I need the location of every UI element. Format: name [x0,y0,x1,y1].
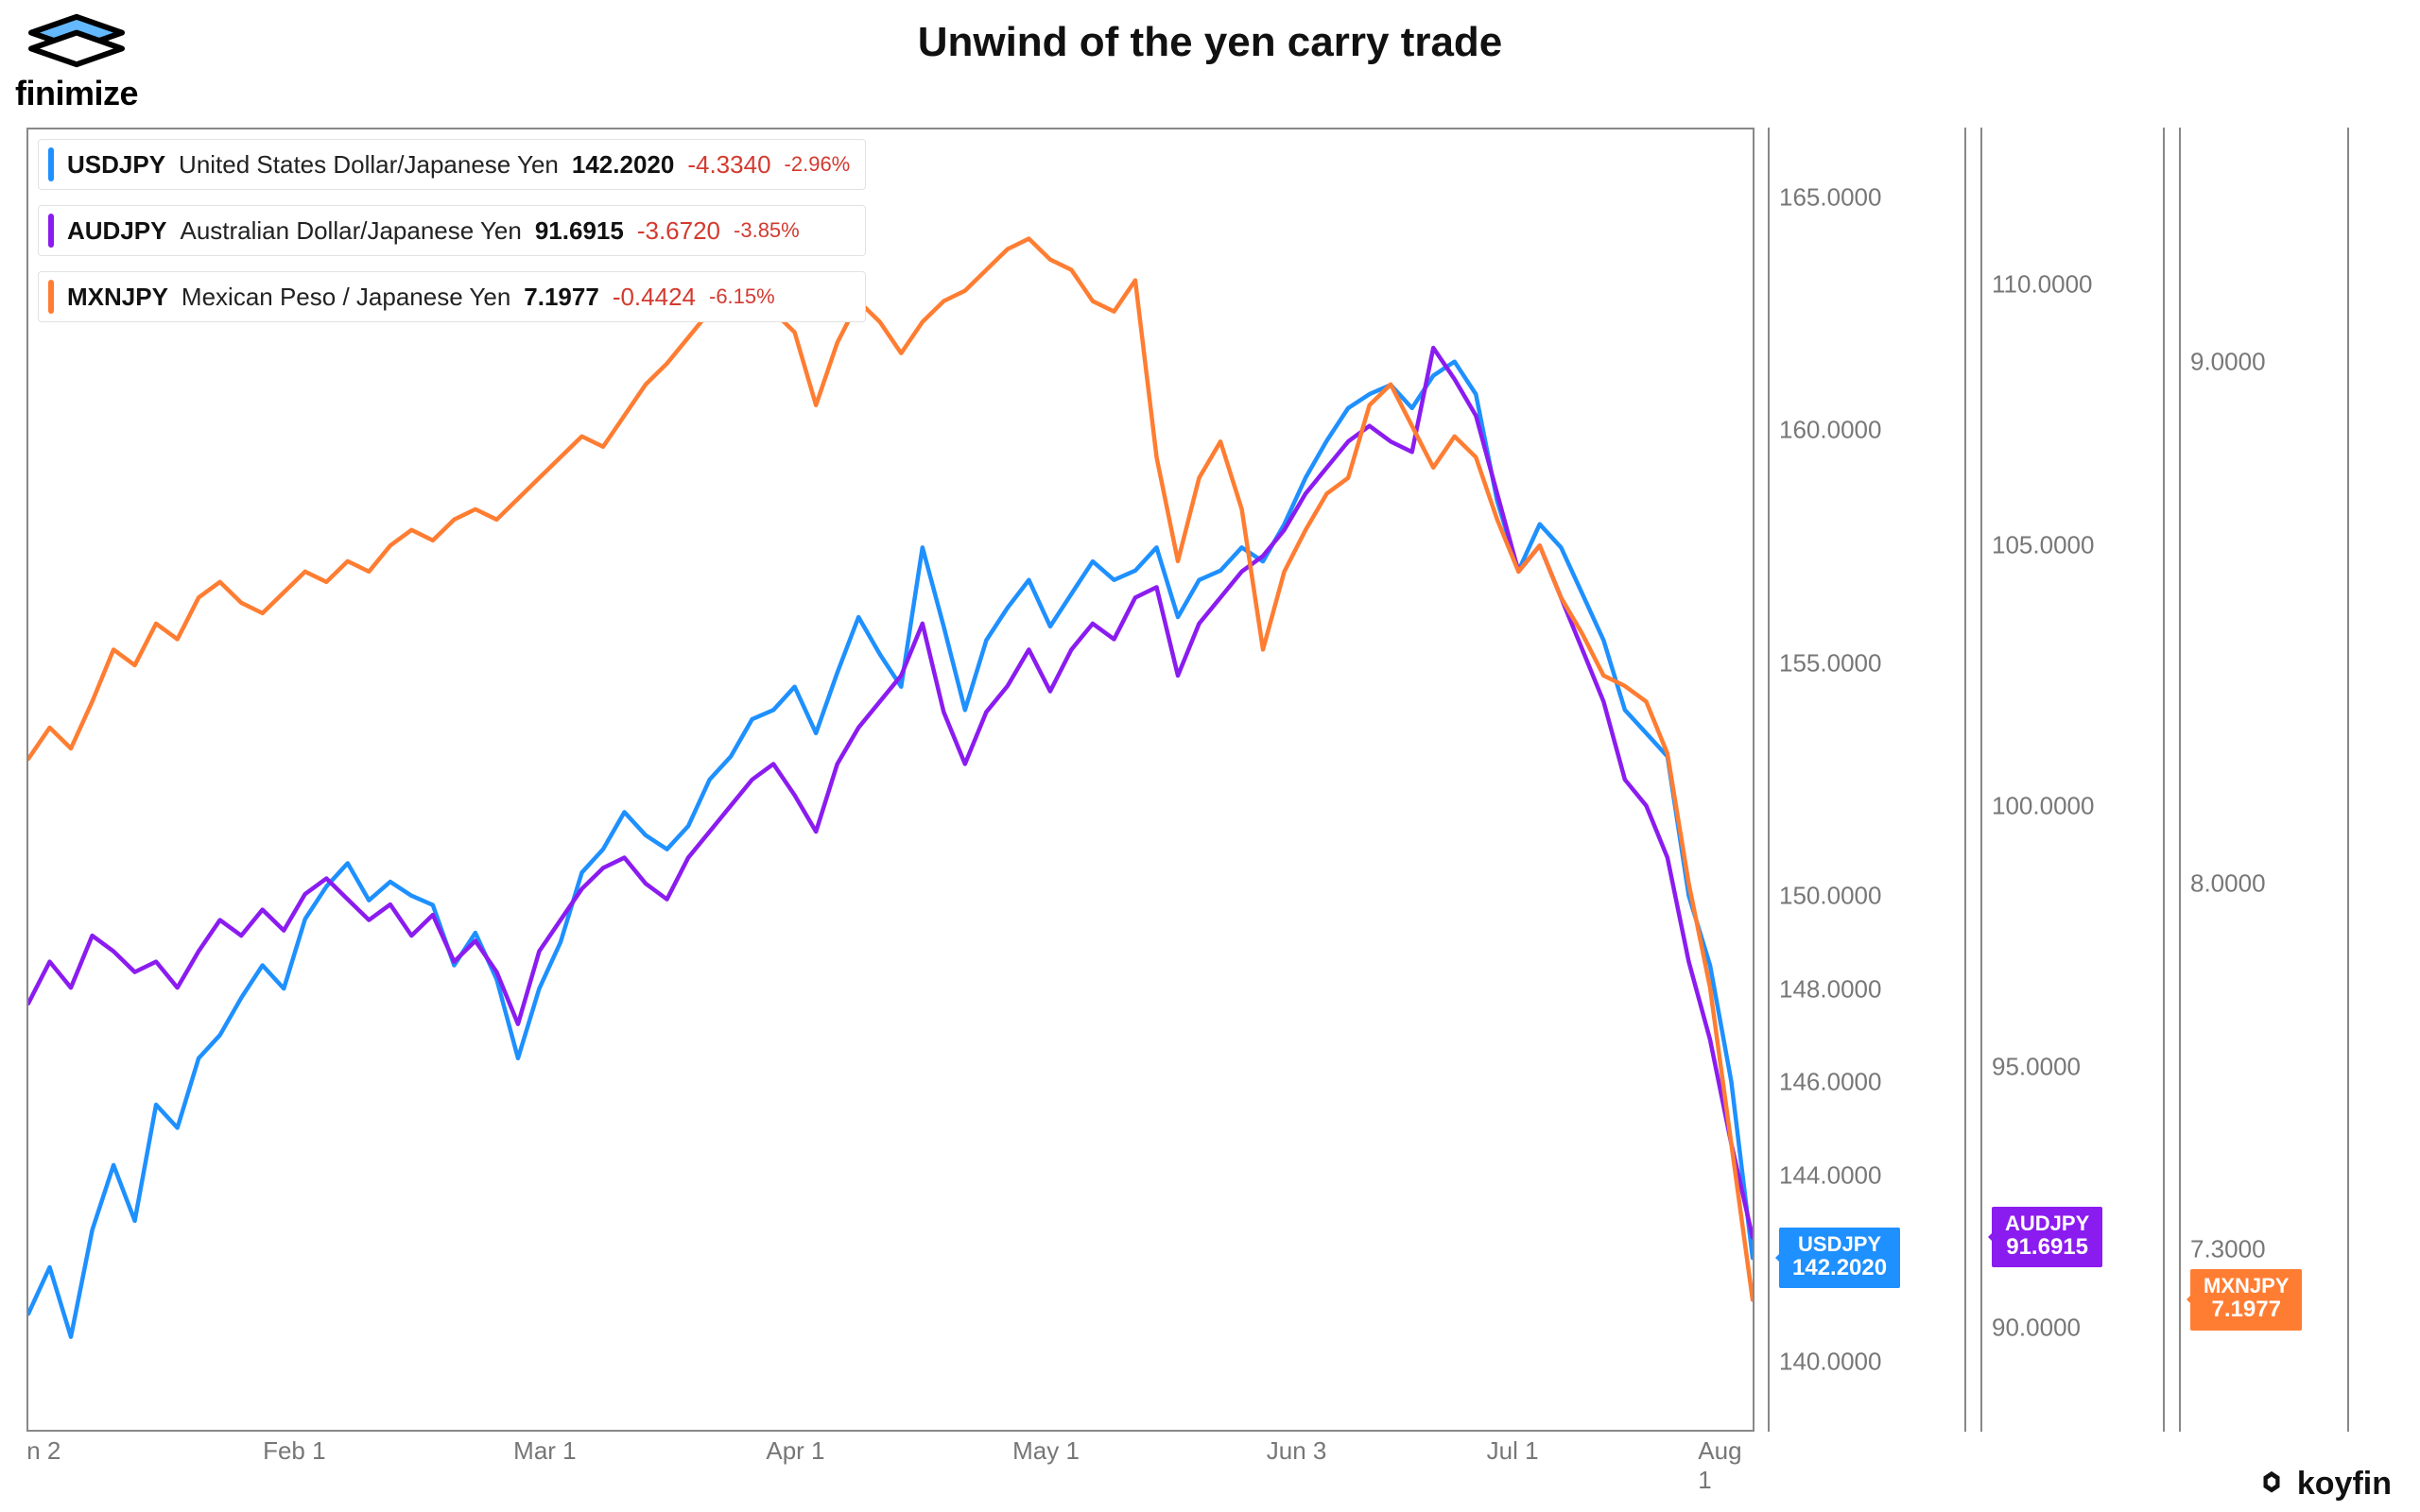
legend-color-tick [48,280,54,314]
legend-last: 91.6915 [535,216,624,246]
legend-symbol: AUDJPY [67,216,166,246]
legend-pct: -6.15% [709,284,775,309]
y-tick-label: 160.0000 [1779,416,1881,445]
legend-change: -3.6720 [637,216,720,246]
y-tick-label: 100.0000 [1992,791,2094,820]
chart-legend: USDJPY United States Dollar/Japanese Yen 1… [38,139,866,322]
y-tick-label: 140.0000 [1779,1348,1881,1377]
y-tick-label: 165.0000 [1779,182,1881,212]
legend-item-audjpy[interactable]: AUDJPY Australian Dollar/Japanese Yen 91.6… [38,205,866,256]
x-tick-label: n 2 [26,1436,60,1466]
y-tick-label: 7.3000 [2190,1234,2266,1263]
chart-lines [28,129,1753,1430]
chart-plot-area: USDJPY United States Dollar/Japanese Yen 1… [26,128,1754,1432]
legend-item-usdjpy[interactable]: USDJPY United States Dollar/Japanese Yen 1… [38,139,866,190]
legend-pct: -3.85% [734,218,800,243]
y-tick-label: 110.0000 [1992,269,2093,299]
chart-title: Unwind of the yen carry trade [0,19,2420,66]
koyfin-icon [2256,1469,2288,1501]
legend-pct: -2.96% [785,152,851,177]
y-tick-label: 155.0000 [1779,648,1881,678]
y-tick-label: 90.0000 [1992,1313,2081,1342]
y-tick-label: 9.0000 [2190,348,2266,377]
legend-item-mxnjpy[interactable]: MXNJPYMexican Peso / Japanese Yen7.1977-… [38,271,866,322]
legend-color-tick [48,147,54,181]
legend-change: -4.3340 [687,150,770,180]
legend-last: 7.1977 [524,283,599,312]
y-axis-audjpy: 90.0000 95.0000 100.0000 105.0000 110.0000 AU… [1980,128,2165,1432]
legend-symbol: USDJPY [67,150,165,180]
series-line-audjpy [28,348,1753,1237]
y-tick-label: 150.0000 [1779,882,1881,911]
legend-name: Mexican Peso / Japanese Yen [182,283,510,312]
price-tag-mxnjpy: MXNJPY7.1977 [2190,1269,2302,1331]
x-tick-label: Jun 3 [1267,1436,1327,1466]
x-axis-labels: n 2Feb 1Mar 1Apr 1May 1Jun 3Jul 1Aug 1 [26,1436,1754,1484]
x-tick-label: May 1 [1012,1436,1080,1466]
legend-last: 142.2020 [572,150,674,180]
legend-name: Australian Dollar/Japanese Yen [180,216,521,246]
price-tag-audjpy: AUDJPY91.6915 [1992,1207,2102,1268]
y-axis-usdjpy: 140.0000 144.0000 146.0000 148.0000 150.0000… [1768,128,1966,1432]
y-tick-label: 144.0000 [1779,1160,1881,1190]
legend-symbol: MXNJPY [67,283,168,312]
y-tick-label: 148.0000 [1779,974,1881,1004]
x-tick-label: Aug 1 [1698,1436,1741,1495]
y-tick-label: 95.0000 [1992,1052,2081,1081]
finimize-wordmark: finimize [15,74,138,113]
y-axis-mxnjpy: 7.3000 8.0000 9.0000 MXNJPY7.1977 [2179,128,2349,1432]
y-tick-label: 105.0000 [1992,530,2094,559]
x-tick-label: Feb 1 [263,1436,326,1466]
x-tick-label: Jul 1 [1487,1436,1539,1466]
y-tick-label: 146.0000 [1779,1068,1881,1097]
legend-color-tick [48,214,54,248]
legend-change: -0.4424 [613,283,696,312]
legend-name: United States Dollar/Japanese Yen [179,150,559,180]
x-tick-label: Mar 1 [513,1436,576,1466]
y-tick-label: 8.0000 [2190,869,2266,899]
koyfin-wordmark: koyfin [2297,1466,2392,1503]
series-line-mxnjpy [28,239,1753,1300]
price-tag-usdjpy: USDJPY142.2020 [1779,1228,1900,1289]
x-tick-label: Apr 1 [766,1436,824,1466]
koyfin-logo: koyfin [2256,1466,2392,1503]
